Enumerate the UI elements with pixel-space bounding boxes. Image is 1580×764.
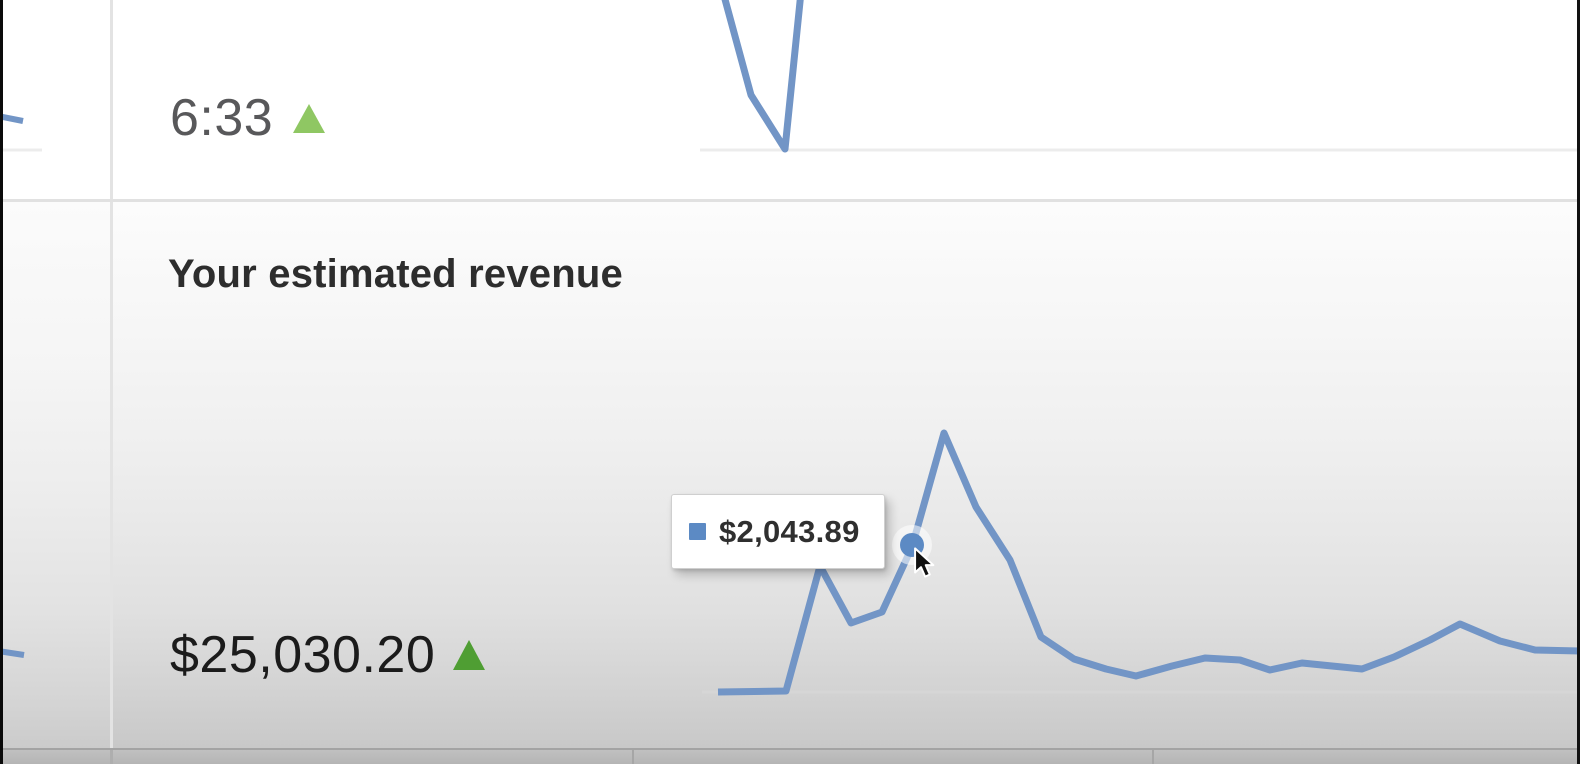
- chart-tooltip: $2,043.89: [671, 494, 885, 569]
- revenue-metric: $25,030.20: [170, 626, 486, 684]
- band-divider: [632, 750, 634, 764]
- lower-row-divider: [0, 748, 1580, 750]
- card-bottom-left-partial[interactable]: [0, 202, 111, 748]
- band-divider: [1152, 750, 1154, 764]
- watch-time-metric: 6:33: [170, 89, 326, 147]
- right-edge-strip: [1577, 0, 1580, 764]
- tooltip-value: $2,043.89: [719, 513, 860, 549]
- revenue-value: $25,030.20: [170, 626, 436, 684]
- revenue-card-title: Your estimated revenue: [168, 252, 623, 296]
- left-edge-strip: [0, 0, 3, 764]
- card-watch-time[interactable]: [113, 0, 1580, 200]
- trend-up-icon: [293, 103, 326, 133]
- watch-time-value: 6:33: [170, 89, 274, 147]
- mouse-cursor-icon: [913, 547, 937, 586]
- trend-up-icon: [453, 640, 486, 670]
- horizontal-card-divider: [0, 199, 1580, 202]
- series-swatch-icon: [689, 523, 706, 540]
- card-top-left-partial[interactable]: [0, 0, 111, 200]
- next-card-row-strip: [0, 750, 1580, 764]
- vertical-card-divider: [110, 0, 113, 748]
- band-divider: [110, 750, 113, 764]
